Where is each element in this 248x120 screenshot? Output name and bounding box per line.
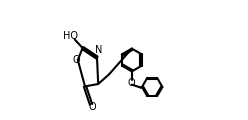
Text: O: O <box>88 102 96 112</box>
Text: O: O <box>128 78 136 88</box>
Text: N: N <box>94 45 102 55</box>
Text: O: O <box>72 55 80 65</box>
Text: HO: HO <box>63 31 78 41</box>
